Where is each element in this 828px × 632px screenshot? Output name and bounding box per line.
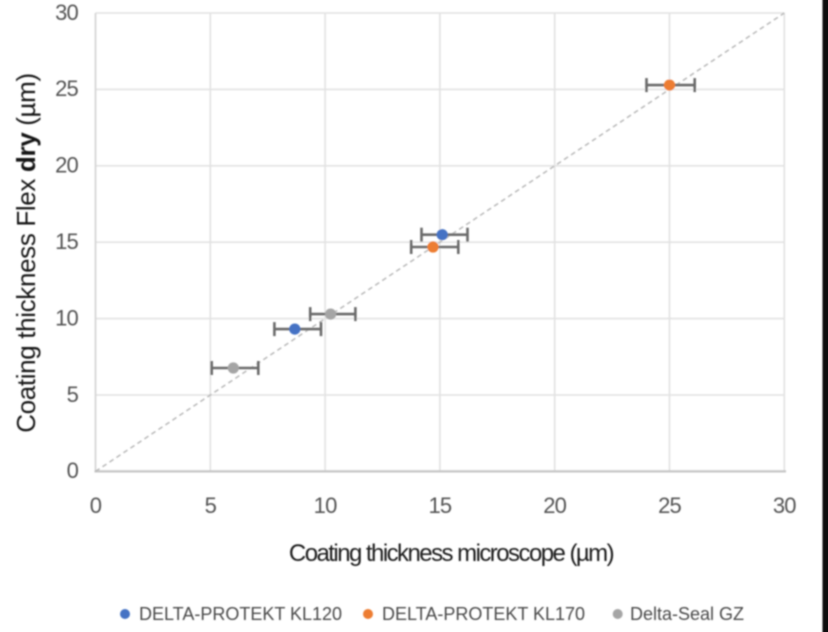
svg-text:20: 20 [55,153,78,178]
svg-text:5: 5 [205,493,217,518]
svg-text:30: 30 [773,493,796,518]
svg-text:Coating thickness microscope (: Coating thickness microscope (µm) [289,540,614,567]
svg-text:15: 15 [428,493,451,518]
svg-text:30: 30 [55,0,78,25]
svg-text:15: 15 [55,229,78,254]
svg-text:20: 20 [543,493,566,518]
svg-text:Delta-Seal GZ: Delta-Seal GZ [630,604,744,624]
svg-text:0: 0 [67,458,79,483]
svg-text:25: 25 [55,76,78,101]
svg-text:5: 5 [67,382,79,407]
svg-text:10: 10 [314,493,337,518]
svg-text:DELTA-PROTEKT KL120: DELTA-PROTEKT KL120 [139,604,342,624]
svg-text:DELTA-PROTEKT KL170: DELTA-PROTEKT KL170 [382,604,585,624]
svg-text:0: 0 [90,493,102,518]
svg-text:Coating thickness Flex dry (µm: Coating thickness Flex dry (µm) [11,73,41,433]
svg-text:10: 10 [55,305,78,330]
svg-text:25: 25 [658,493,681,518]
